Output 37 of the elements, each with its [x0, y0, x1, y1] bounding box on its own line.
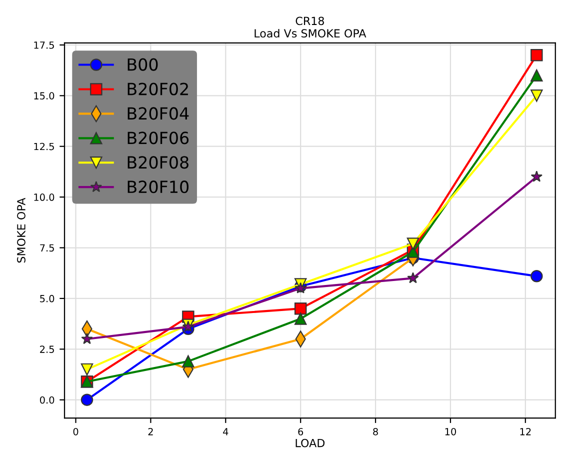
y-tick-label: 0.0: [40, 396, 54, 404]
point: [530, 48, 543, 62]
y-tick-label: 15.0: [34, 92, 54, 100]
legend-label: B00: [128, 58, 158, 71]
point: [530, 69, 543, 82]
legend-label: B20F08: [128, 156, 188, 169]
point: [80, 363, 94, 376]
y-tick-label: 2.5: [40, 346, 54, 353]
y-tick-label: 7.5: [40, 244, 54, 252]
point: [294, 312, 307, 325]
x-tick-label: 10: [445, 428, 456, 436]
x-tick-label: 0: [73, 428, 78, 436]
x-tick-label: 6: [298, 428, 304, 436]
x-tick-label: 4: [223, 428, 228, 436]
legend-label: B20F02: [128, 82, 188, 96]
y-tick-label: 12.5: [34, 142, 54, 150]
point: [530, 270, 543, 282]
point: [182, 355, 194, 368]
point: [530, 90, 543, 102]
y-tick-label: 10.0: [34, 194, 54, 201]
y-tick-label: 17.5: [34, 42, 54, 49]
point: [407, 272, 419, 284]
legend-label: B20F10: [128, 180, 189, 194]
x-tick-label: 12: [520, 428, 531, 436]
chart-title: CR18 Load Vs SMOKE OPA: [254, 16, 366, 38]
point: [80, 394, 94, 406]
y-tick-label: 5.0: [40, 294, 54, 302]
point: [406, 238, 420, 250]
x-tick-label: 8: [373, 428, 378, 436]
point: [81, 332, 93, 344]
y-axis-title: SMOKE OPA: [17, 198, 26, 263]
point: [530, 170, 542, 182]
legend-label: B20F04: [128, 107, 189, 120]
point: [294, 302, 307, 315]
x-tick-label: 2: [148, 428, 153, 436]
x-axis-title: LOAD: [296, 438, 325, 448]
legend-label: B20F06: [128, 132, 189, 144]
